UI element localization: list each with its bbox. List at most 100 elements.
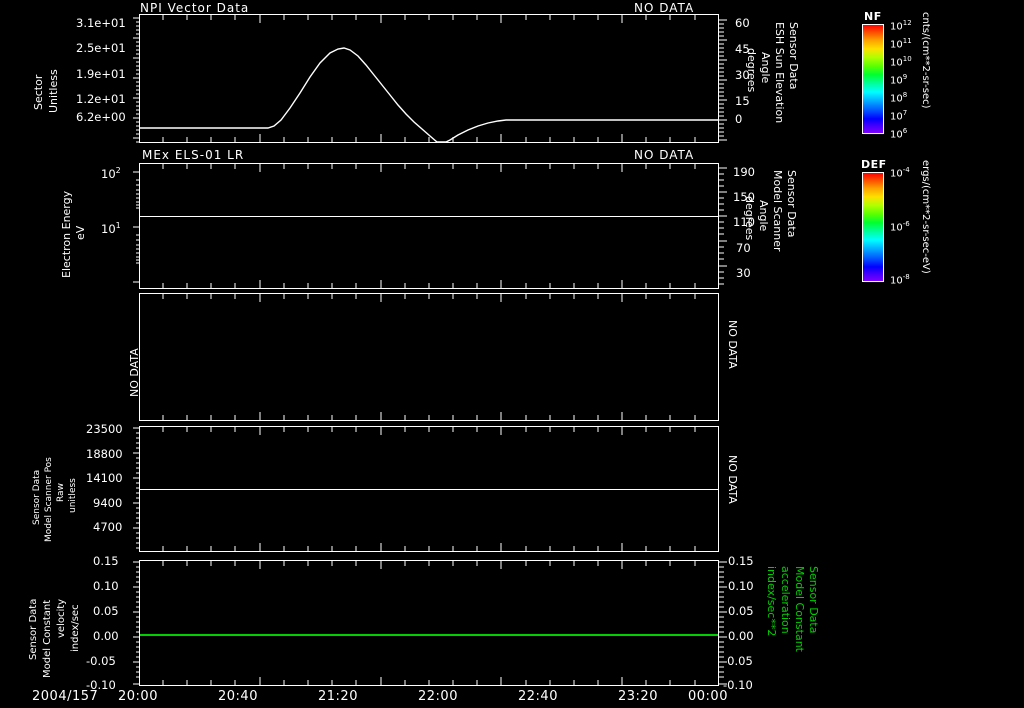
panel-1-right-minor-ticks [719, 19, 727, 141]
panel-5-left-axis-title-l1: Sensor Data [28, 598, 39, 660]
panel-2-right-ytick-3: 70 [736, 241, 751, 255]
panel-1-right-ytick-4: 0 [735, 112, 743, 126]
panel-4-ytick-1: 18800 [86, 447, 123, 461]
panel-5-x-ticks [162, 560, 696, 686]
panel-1-right-ytick-3: 15 [735, 94, 750, 108]
panel-5-data-line [140, 634, 718, 636]
panel-5-right-minor-ticks [719, 561, 727, 685]
panel-1-ytick-0: 3.1e+01 [76, 16, 126, 30]
panel-1-right-axis-title-l1: Sensor Data [787, 22, 800, 90]
panel-5-constant-velocity [139, 560, 719, 686]
panel-5-right-axis-title-l2: Model Constant [793, 566, 806, 652]
panel-5-right-axis-title-l4: index/sec**2 [765, 566, 778, 637]
panel-2-right-axis-title-l4: degrees [743, 196, 756, 241]
colorbar-nf-tick-0: 1012 [890, 19, 912, 33]
colorbar-def-tick-1: 10-6 [890, 220, 910, 234]
colorbar-def-units: ergs/(cm**2-sr-sec-eV) [920, 160, 931, 274]
colorbar-def-gradient [863, 173, 883, 281]
panel-4-left-minor-ticks [133, 427, 140, 549]
colorbar-nf-gradient [863, 25, 883, 133]
panel-5-right-ytick-5: -0.10 [723, 678, 753, 692]
colorbar-nf-units: cnts/(cm**2-sr-sec) [920, 12, 931, 109]
panel-2-right-minor-ticks [719, 167, 727, 285]
panel-1-right-axis-title-l3: Angle [759, 52, 772, 84]
panel-1-right-ytick-1: 45 [735, 42, 750, 56]
panel-5-left-axis-title-l2: Model Constant [42, 599, 53, 678]
panel-2-left-minor-ticks [133, 171, 140, 283]
panel-2-ytick-upper: 102 [101, 166, 121, 181]
panel-1-right-no-data: NO DATA [634, 1, 695, 15]
colorbar-nf-tick-1: 1011 [890, 37, 912, 51]
colorbar-def-title: DEF [861, 158, 887, 171]
panel-2-right-no-data: NO DATA [634, 148, 695, 162]
colorbar-def [862, 172, 884, 282]
panel-2-right-ytick-0: 190 [733, 165, 755, 179]
panel-4-left-axis-title-l2: Model Scanner Pos [44, 457, 54, 542]
panel-1-npi-vector-data [139, 14, 719, 143]
panel-4-left-axis-title-l3: Raw [56, 483, 66, 502]
panel-4-ytick-4: 4700 [93, 520, 123, 534]
panel-2-right-axis-title-l2: Model Scanner [771, 170, 784, 252]
panel-1-title: NPI Vector Data [140, 1, 250, 15]
panel-1-right-ytick-0: 60 [735, 16, 750, 30]
colorbar-def-tick-0: 10-4 [890, 166, 910, 180]
panel-5-left-axis-title-l3: velocity [56, 598, 67, 638]
panel-5-right-ytick-4: -0.05 [723, 654, 753, 668]
panel-2-right-axis-title-l1: Sensor Data [785, 170, 798, 238]
panel-2-x-ticks [162, 163, 696, 289]
panel-4-left-axis-title-l4: unitless [68, 478, 78, 513]
colorbar-def-tick-2: 10-8 [890, 273, 910, 287]
panel-1-left-axis-title-line1: Sector [32, 74, 45, 110]
xaxis-date-label: 2004/157 [32, 689, 99, 704]
xaxis-tick-4: 22:40 [518, 689, 558, 704]
xaxis-tick-3: 22:00 [418, 689, 458, 704]
panel-1-ytick-4: 6.2e+00 [76, 110, 126, 124]
panel-1-left-minor-ticks [133, 17, 140, 143]
panel-4-ytick-2: 14100 [86, 471, 123, 485]
panel-5-right-ytick-2: 0.05 [728, 604, 754, 618]
xaxis-tick-1: 20:40 [218, 689, 258, 704]
panel-5-right-axis-title-l3: acceleration [779, 566, 792, 634]
panel-1-right-axis-title-l4: degrees [745, 48, 758, 93]
panel-4-ytick-0: 23500 [86, 422, 123, 436]
panel-2-right-ytick-1: 150 [733, 190, 755, 204]
panel-3-right-no-data: NO DATA [726, 320, 739, 369]
panel-4-data-line [140, 489, 718, 490]
panel-3-x-ticks [162, 293, 696, 421]
panel-4-left-axis-title-l1: Sensor Data [32, 469, 42, 525]
colorbar-nf-tick-6: 106 [890, 127, 908, 141]
colorbar-nf-tick-3: 109 [890, 73, 908, 87]
panel-4-ytick-3: 9400 [93, 496, 123, 510]
panel-2-ytick-lower: 101 [101, 221, 121, 236]
panel-2-mex-els-01-lr [139, 163, 719, 289]
panel-4-x-ticks [162, 426, 696, 552]
panel-5-ytick-4: -0.05 [86, 654, 116, 668]
panel-2-right-ytick-2: 110 [733, 215, 755, 229]
panel-5-right-ytick-3: 0.00 [728, 629, 754, 643]
colorbar-nf-title: NF [864, 10, 882, 23]
panel-1-x-ticks [162, 14, 696, 143]
xaxis-tick-6: 00:00 [688, 689, 728, 704]
panel-5-right-axis-title-l1: Sensor Data [807, 566, 820, 634]
panel-1-right-axis-title-l2: ESH Sun Elevation [773, 22, 786, 124]
panel-5-ytick-3: 0.00 [93, 629, 119, 643]
panel-5-ytick-1: 0.10 [93, 579, 119, 593]
colorbar-nf-tick-2: 1010 [890, 55, 912, 69]
panel-1-right-ytick-2: 30 [735, 68, 750, 82]
panel-1-left-axis-title-line2: Unitless [47, 69, 60, 113]
panel-5-ytick-2: 0.05 [93, 604, 119, 618]
panel-2-left-axis-title-line1: Electron Energy [60, 190, 73, 278]
xaxis-tick-2: 21:20 [318, 689, 358, 704]
panel-4-right-no-data: NO DATA [726, 455, 739, 504]
panel-2-right-axis-title-l3: Angle [757, 200, 770, 232]
panel-2-right-ytick-4: 30 [736, 266, 751, 280]
panel-1-ytick-1: 2.5e+01 [76, 41, 126, 55]
panel-5-ytick-5: -0.10 [86, 678, 116, 692]
panel-2-title: MEx ELS-01 LR [142, 148, 245, 162]
panel-2-left-axis-title-line2: eV [74, 225, 87, 240]
xaxis-tick-0: 20:00 [118, 689, 158, 704]
panel-1-ytick-2: 1.9e+01 [76, 67, 126, 81]
panel-5-left-minor-ticks [133, 561, 140, 685]
xaxis-tick-5: 23:20 [618, 689, 658, 704]
colorbar-nf [862, 24, 884, 134]
